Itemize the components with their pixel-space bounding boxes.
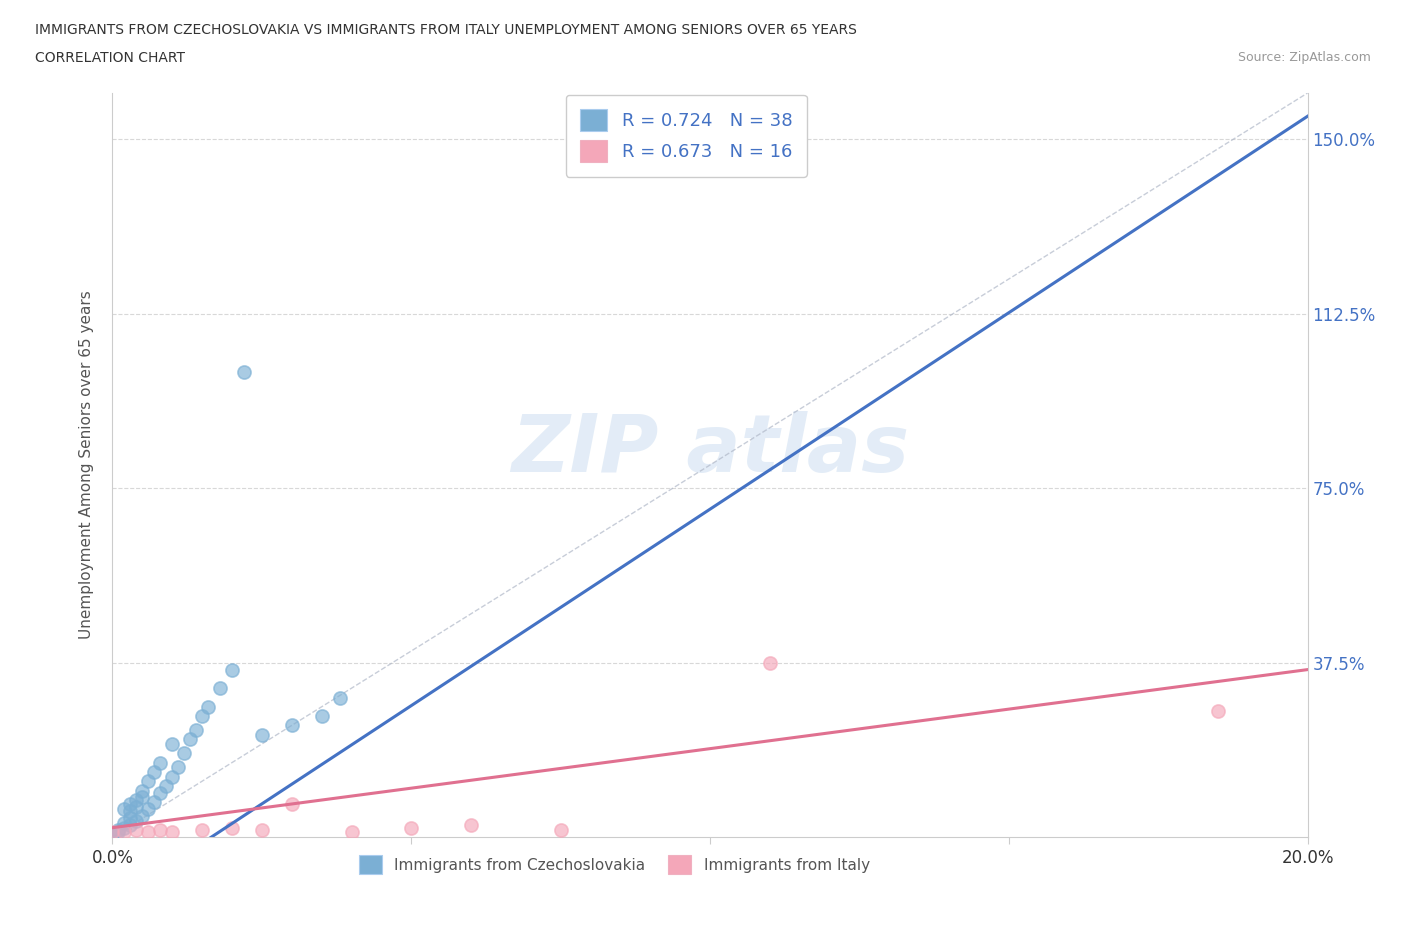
Text: CORRELATION CHART: CORRELATION CHART <box>35 51 186 65</box>
Point <box>155 778 177 793</box>
Y-axis label: Unemployment Among Seniors over 65 years: Unemployment Among Seniors over 65 years <box>79 291 94 640</box>
Point <box>138 774 160 789</box>
Point <box>250 823 273 838</box>
Text: ZIP atlas: ZIP atlas <box>510 411 910 489</box>
Point <box>131 809 153 824</box>
Point <box>101 828 124 843</box>
Point <box>131 790 153 805</box>
Point <box>250 727 273 742</box>
Point <box>179 732 201 747</box>
Point <box>233 365 256 379</box>
Point <box>329 690 352 705</box>
Point <box>281 718 304 733</box>
Point <box>143 764 166 779</box>
Legend: Immigrants from Czechoslovakia, Immigrants from Italy: Immigrants from Czechoslovakia, Immigran… <box>352 847 877 882</box>
Point <box>311 709 333 724</box>
Point <box>149 823 172 838</box>
Point <box>191 709 214 724</box>
Point <box>149 755 172 770</box>
Point <box>162 769 183 784</box>
Point <box>221 662 243 677</box>
Point <box>209 681 232 696</box>
Point <box>162 825 183 840</box>
Point <box>125 823 148 838</box>
Point <box>138 825 160 840</box>
Point <box>120 797 142 812</box>
Point <box>281 797 304 812</box>
Point <box>197 699 219 714</box>
Point <box>186 723 208 737</box>
Point <box>120 811 142 826</box>
Point <box>120 804 142 819</box>
Point <box>114 816 135 830</box>
Point <box>162 737 183 751</box>
Point <box>191 823 214 838</box>
Point <box>125 813 148 829</box>
Point <box>101 825 124 840</box>
Point <box>143 794 166 809</box>
Point <box>759 656 782 671</box>
Point <box>131 783 153 798</box>
Point <box>125 792 148 807</box>
Point <box>125 800 148 815</box>
Text: Source: ZipAtlas.com: Source: ZipAtlas.com <box>1237 51 1371 64</box>
Point <box>138 802 160 817</box>
Point <box>460 818 482 833</box>
Point <box>550 823 572 838</box>
Point <box>107 825 129 840</box>
Point <box>149 785 172 800</box>
Text: IMMIGRANTS FROM CZECHOSLOVAKIA VS IMMIGRANTS FROM ITALY UNEMPLOYMENT AMONG SENIO: IMMIGRANTS FROM CZECHOSLOVAKIA VS IMMIGR… <box>35 23 858 37</box>
Point <box>120 818 142 833</box>
Point <box>114 820 135 835</box>
Point <box>167 760 190 775</box>
Point <box>221 820 243 835</box>
Point <box>114 802 135 817</box>
Point <box>340 825 363 840</box>
Point <box>1206 704 1229 719</box>
Point <box>173 746 195 761</box>
Point <box>114 825 135 840</box>
Point <box>401 820 423 835</box>
Point <box>107 823 129 838</box>
